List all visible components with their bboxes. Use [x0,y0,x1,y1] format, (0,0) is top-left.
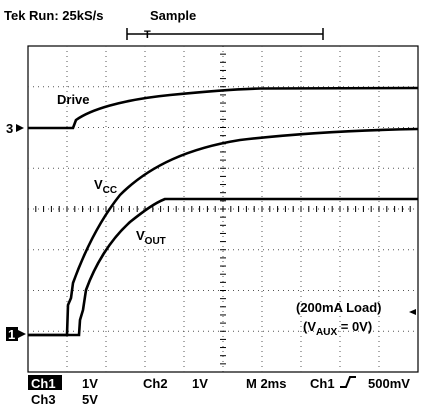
status: Tek Run: 25kS/s [4,8,103,23]
footer-trig-src: Ch1 [310,376,335,391]
ann-prefix: (V [303,319,316,334]
trigger-marker: T [144,29,151,41]
vcc-trace [28,127,419,337]
ch1-marker-box [6,327,18,341]
footer-ch2: Ch2 [143,376,168,391]
ch1-arrow [18,330,26,338]
annotation-line2: (VAUX = 0V) [303,319,372,338]
ch3-arrow [16,124,24,132]
vout-v: V [136,228,145,243]
footer-ch2-scale: 1V [192,376,208,391]
trigger-window [126,28,324,40]
mode: Sample [150,8,196,23]
drive-label: Drive [57,92,90,107]
footer-ch3: Ch3 [31,392,56,407]
annotation-line1: (200mA Load) [296,300,381,315]
footer-timebase: M 2ms [246,376,286,391]
vout-trace [28,197,418,337]
footer-ch1-scale: 1V [82,376,98,391]
graticule [27,45,419,373]
ann-sub: AUX [316,327,337,338]
ch1-marker: 1 [8,327,15,342]
vcc-v: V [94,177,103,192]
footer-ch3-scale: 5V [82,392,98,407]
vout-label: VOUT [136,228,166,247]
vcc-sub: CC [103,185,117,196]
footer-ch1: Ch1 [31,376,56,391]
ch1-box [28,375,62,390]
drive-trace [28,86,419,130]
vcc-label: VCC [94,177,117,196]
ann-suffix: = 0V) [337,319,372,334]
trigger-slope [340,376,356,388]
ch3-marker: 3 [6,121,13,136]
vout-sub: OUT [145,236,166,247]
footer-trig-level: 500mV [368,376,410,391]
level-arrow [409,309,416,315]
